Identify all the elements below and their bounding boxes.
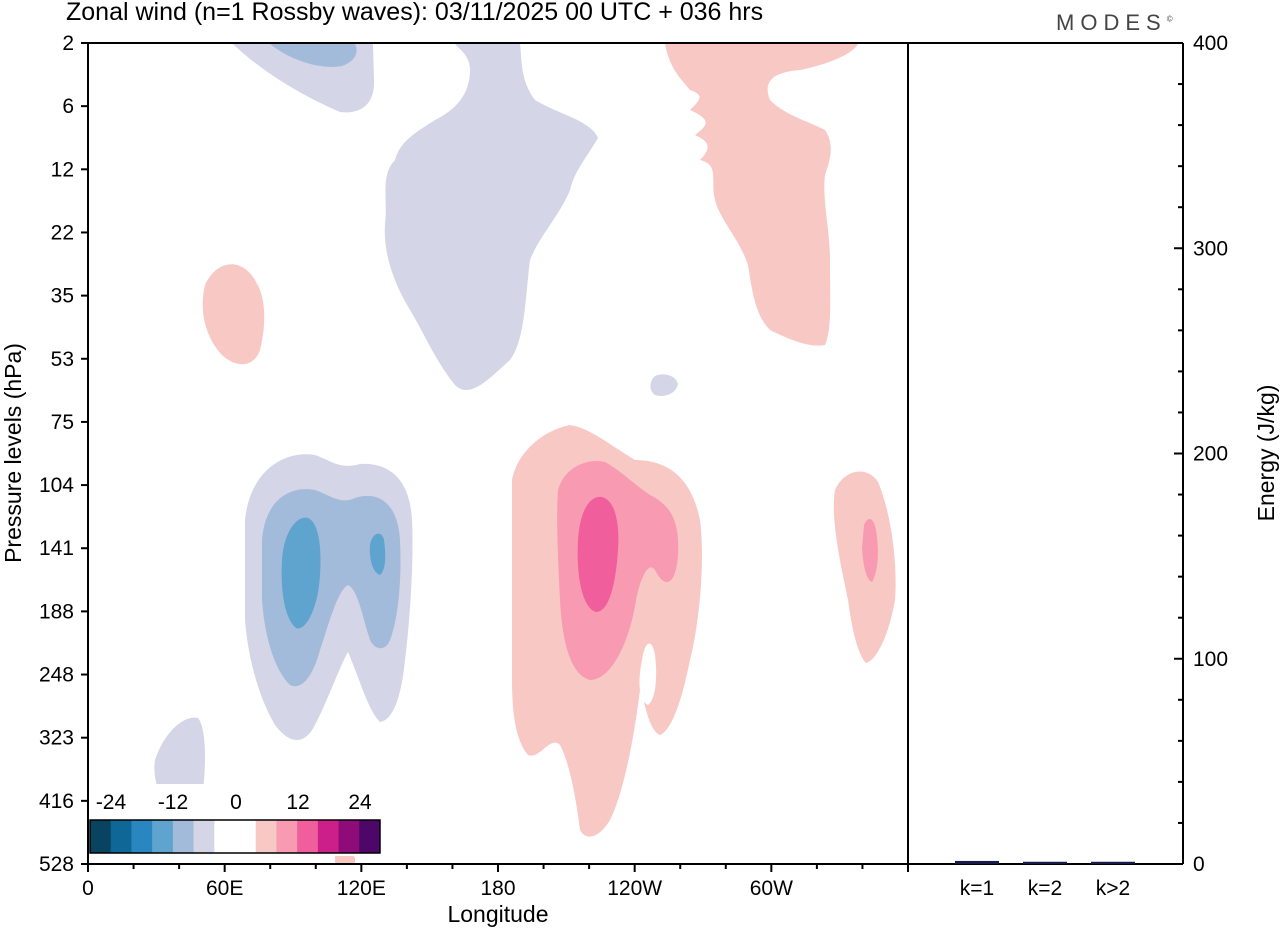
x-tick-label: 120E (337, 877, 386, 900)
colorbar-swatch (338, 820, 360, 853)
neg-region-small-blob (650, 374, 678, 396)
energy-category-label: k=1 (960, 877, 994, 900)
colorbar-swatch (172, 820, 195, 853)
colorbar: -24 -12 0 12 24 (88, 784, 384, 856)
energy-tick-label: 300 (1193, 237, 1228, 260)
colorbar-swatch (235, 820, 257, 853)
energy-axis-ticks: 0 100 200 300 400 (1174, 32, 1228, 876)
colorbar-swatch (317, 820, 340, 853)
energy-bars: k=1 k=2 k>2 (955, 860, 1135, 900)
pressure-axis: 2 6 12 22 35 53 75 104 141 188 248 323 416 528 (39, 32, 88, 876)
pos-core (577, 496, 619, 612)
colorbar-swatch (110, 820, 132, 853)
colorbar-swatch (255, 820, 277, 853)
x-tick-label: 120W (607, 877, 662, 900)
energy-tick-label: 100 (1193, 648, 1228, 671)
colorbar-swatch (90, 820, 112, 853)
colorbar-label: -12 (158, 791, 188, 814)
y-tick-label: 35 (51, 285, 74, 308)
x-tick-label: 60E (206, 877, 243, 900)
colorbar-swatch (359, 820, 381, 853)
y-tick-label: 22 (51, 221, 74, 244)
x-tick-label: 180 (480, 877, 515, 900)
y-tick-label: 248 (39, 664, 74, 687)
pos-region-west-strat (202, 264, 265, 365)
neg-core-west (281, 517, 321, 629)
chart-title: Zonal wind (n=1 Rossby waves): 03/11/202… (66, 0, 764, 26)
y-tick-label: 188 (39, 600, 74, 623)
y-tick-label: 141 (39, 537, 74, 560)
neg-region-upper-left-core (270, 44, 357, 67)
y-tick-label: 104 (39, 474, 74, 497)
colorbar-label: -24 (96, 791, 127, 814)
energy-tick-label: 400 (1193, 32, 1228, 55)
y-tick-label: 528 (39, 853, 74, 876)
longitude-axis: 0 60E 120E 180 120W 60W (82, 864, 909, 900)
y-axis-title: Pressure levels (hPa) (0, 343, 26, 563)
y-tick-label: 2 (62, 32, 74, 55)
energy-bar (1091, 861, 1135, 864)
y-tick-label: 75 (51, 411, 74, 434)
colorbar-swatch (214, 820, 236, 853)
colorbar-swatch (193, 820, 215, 853)
brand-name: MODES (1056, 10, 1167, 35)
colorbar-label: 0 (230, 791, 242, 814)
x-axis-title: Longitude (447, 901, 548, 927)
energy-axis-title: Energy (J/kg) (1253, 385, 1279, 522)
colorbar-frame (89, 819, 381, 854)
colorbar-label: 12 (286, 791, 309, 814)
y-tick-label: 323 (39, 727, 74, 750)
colorbar-swatches (90, 820, 381, 853)
y-tick-label: 416 (39, 790, 74, 813)
brand-logo: MODES© (1056, 10, 1173, 36)
energy-tick-label: 0 (1193, 853, 1205, 876)
neg-core-east (369, 533, 386, 575)
colorbar-swatch (131, 820, 153, 853)
y-tick-label: 53 (51, 348, 74, 371)
colorbar-label: 24 (348, 791, 372, 814)
wind-field (154, 44, 896, 864)
pos-region-hole (639, 643, 657, 705)
y-tick-label: 6 (62, 95, 74, 118)
energy-bar (955, 860, 999, 864)
energy-category-label: k>2 (1096, 877, 1130, 900)
x-tick-label: 60W (750, 877, 793, 900)
y-tick-label: 12 (51, 158, 74, 181)
pos-core-east (862, 518, 878, 582)
colorbar-swatch (297, 820, 319, 853)
colorbar-swatch (152, 820, 174, 853)
brand-copyright-mark: © (1166, 14, 1173, 24)
energy-category-label: k=2 (1028, 877, 1062, 900)
x-tick-label: 0 (82, 877, 94, 900)
energy-tick-label: 200 (1193, 443, 1228, 466)
colorbar-swatch (276, 820, 298, 853)
neg-region-stratosphere (384, 44, 598, 390)
energy-bar (1023, 861, 1067, 864)
pos-region-stratosphere (665, 44, 858, 346)
